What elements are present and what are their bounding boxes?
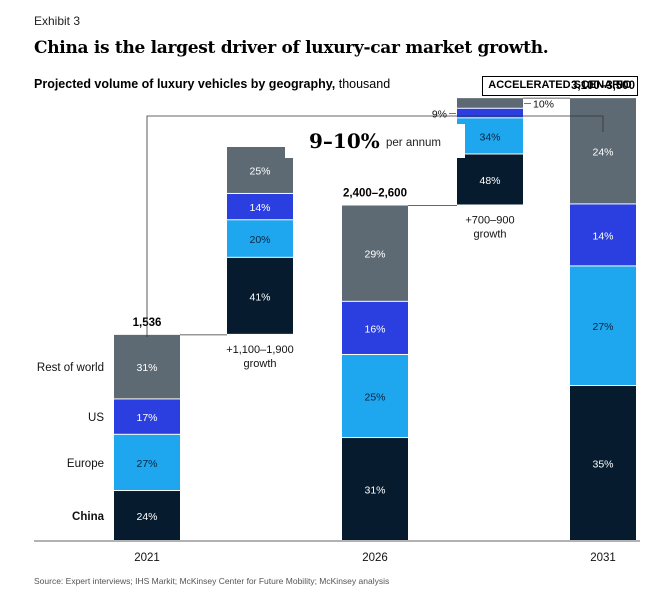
- bar-segment-rest-of-world: [114, 334, 180, 399]
- data-label-us: 9%: [432, 109, 447, 121]
- bar-segment-us: [457, 108, 523, 118]
- bar-segment-rest-of-world: [342, 205, 408, 301]
- growth-word: growth: [243, 358, 276, 370]
- data-label: 31%: [136, 362, 157, 374]
- bar-segment-us: [227, 193, 293, 220]
- bar-segment-china: [227, 257, 293, 334]
- bar-segment-rest-of-world: [457, 98, 523, 108]
- data-label: 25%: [364, 392, 385, 404]
- cagr-suffix: per annum: [386, 137, 441, 149]
- data-label: 20%: [249, 234, 270, 246]
- growth-label: +700–900: [465, 215, 514, 227]
- data-label: 14%: [592, 230, 613, 242]
- bar-segment-us: [570, 204, 636, 266]
- data-label: 17%: [136, 412, 157, 424]
- subtitle-unit: thousand: [335, 77, 391, 91]
- bar-segment-us: [114, 399, 180, 434]
- bar-segment-rest-of-world: [227, 146, 293, 193]
- bar-segment-europe: [570, 266, 636, 385]
- row-label-europe: Europe: [67, 458, 104, 470]
- row-label-china: China: [72, 511, 105, 523]
- bar-segment-europe: [342, 354, 408, 438]
- chart-title: China is the largest driver of luxury-ca…: [34, 38, 549, 58]
- source-note: Source: Expert interviews; IHS Markit; M…: [34, 576, 390, 586]
- bar-segment-europe: [457, 118, 523, 154]
- cagr-bg: [285, 124, 465, 158]
- bar-segment-china: [114, 491, 180, 540]
- data-label: 31%: [364, 485, 385, 497]
- cagr-value: 9–10%: [309, 129, 380, 153]
- bar-segment-us: [342, 301, 408, 354]
- x-tick-label: 2021: [134, 552, 160, 564]
- data-label: 25%: [249, 165, 270, 177]
- data-label: 27%: [592, 321, 613, 333]
- data-label-rest: 10%: [533, 98, 554, 110]
- data-label: 24%: [592, 146, 613, 158]
- data-label: 24%: [136, 511, 157, 523]
- growth-word: growth: [473, 229, 506, 241]
- x-tick-label: 2026: [362, 552, 388, 564]
- data-label: 27%: [136, 458, 157, 470]
- total-label: 3,100–3,500: [571, 80, 635, 92]
- bar-segment-china: [570, 385, 636, 540]
- data-label: 29%: [364, 249, 385, 261]
- bar-segment-europe: [227, 220, 293, 257]
- bar-segment-europe: [114, 434, 180, 491]
- bar-segment-china: [342, 438, 408, 540]
- growth-label: +1,100–1,900: [226, 344, 294, 356]
- cagr-bracket: [146, 115, 604, 337]
- chart-subtitle: Projected volume of luxury vehicles by g…: [34, 77, 390, 91]
- row-label-us: US: [88, 412, 104, 424]
- scenario-badge: ACCELERATED SCENARIO: [482, 76, 638, 96]
- subtitle-main: Projected volume of luxury vehicles by g…: [34, 77, 336, 91]
- total-label: 2,400–2,600: [343, 188, 407, 200]
- exhibit-label: Exhibit 3: [34, 14, 81, 28]
- data-label: 48%: [479, 175, 500, 187]
- data-label: 14%: [249, 202, 270, 214]
- bar-segment-china: [457, 154, 523, 205]
- x-tick-label: 2031: [590, 552, 616, 564]
- data-label: 41%: [249, 291, 270, 303]
- data-label: 34%: [479, 131, 500, 143]
- data-label: 16%: [364, 323, 385, 335]
- data-label: 35%: [592, 458, 613, 470]
- row-label-rest-of-world: Rest of world: [37, 362, 104, 374]
